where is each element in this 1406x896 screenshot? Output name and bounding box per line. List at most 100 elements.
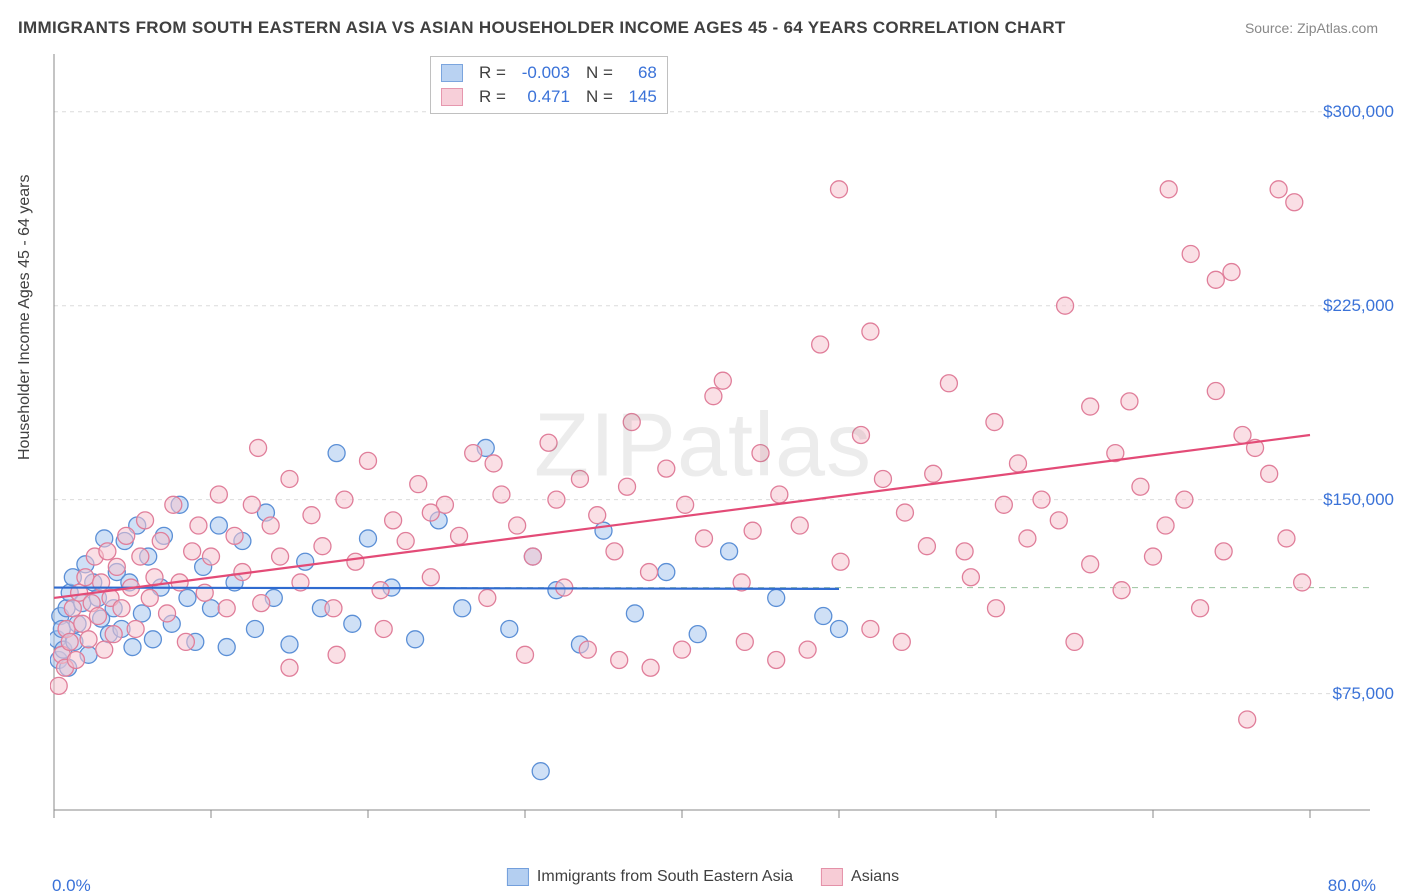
data-point bbox=[184, 543, 201, 560]
data-point bbox=[852, 427, 869, 444]
data-point bbox=[485, 455, 502, 472]
data-point bbox=[272, 548, 289, 565]
data-point bbox=[159, 605, 176, 622]
data-point bbox=[328, 445, 345, 462]
data-point bbox=[360, 452, 377, 469]
data-point bbox=[375, 620, 392, 637]
data-point bbox=[360, 530, 377, 547]
data-point bbox=[124, 639, 141, 656]
data-point bbox=[1009, 455, 1026, 472]
data-point bbox=[1157, 517, 1174, 534]
data-point bbox=[67, 652, 84, 669]
trend-line bbox=[54, 435, 1310, 598]
data-point bbox=[918, 538, 935, 555]
data-point bbox=[832, 553, 849, 570]
data-point bbox=[1057, 297, 1074, 314]
data-point bbox=[314, 538, 331, 555]
data-point bbox=[831, 181, 848, 198]
data-point bbox=[689, 626, 706, 643]
data-point bbox=[1270, 181, 1287, 198]
data-point bbox=[385, 512, 402, 529]
data-point bbox=[347, 553, 364, 570]
data-point bbox=[874, 470, 891, 487]
data-point bbox=[105, 626, 122, 643]
data-point bbox=[548, 491, 565, 508]
data-point bbox=[177, 633, 194, 650]
data-point bbox=[940, 375, 957, 392]
data-point bbox=[64, 600, 81, 617]
data-point bbox=[862, 323, 879, 340]
data-point bbox=[1050, 512, 1067, 529]
data-point bbox=[1082, 556, 1099, 573]
data-point bbox=[677, 496, 694, 513]
data-point bbox=[752, 445, 769, 462]
legend-row: R =-0.003N =68 bbox=[441, 61, 657, 85]
data-point bbox=[422, 504, 439, 521]
data-point bbox=[1019, 530, 1036, 547]
data-point bbox=[988, 600, 1005, 617]
data-point bbox=[336, 491, 353, 508]
data-point bbox=[721, 543, 738, 560]
data-point bbox=[325, 600, 342, 617]
data-point bbox=[658, 460, 675, 477]
data-point bbox=[540, 434, 557, 451]
data-point bbox=[243, 496, 260, 513]
series-legend: Immigrants from South Eastern AsiaAsians bbox=[507, 868, 899, 886]
data-point bbox=[165, 496, 182, 513]
data-point bbox=[281, 470, 298, 487]
correlation-legend: R =-0.003N =68R =0.471N =145 bbox=[430, 56, 668, 114]
data-point bbox=[532, 763, 549, 780]
data-point bbox=[524, 548, 541, 565]
data-point bbox=[623, 414, 640, 431]
data-point bbox=[812, 336, 829, 353]
data-point bbox=[397, 533, 414, 550]
data-point bbox=[695, 530, 712, 547]
legend-swatch bbox=[821, 868, 843, 886]
data-point bbox=[642, 659, 659, 676]
data-point bbox=[705, 388, 722, 405]
data-point bbox=[1082, 398, 1099, 415]
data-point bbox=[422, 569, 439, 586]
data-point bbox=[744, 522, 761, 539]
data-point bbox=[465, 445, 482, 462]
data-point bbox=[986, 414, 1003, 431]
data-point bbox=[493, 486, 510, 503]
data-point bbox=[1182, 245, 1199, 262]
data-point bbox=[815, 608, 832, 625]
data-point bbox=[344, 615, 361, 632]
data-point bbox=[372, 582, 389, 599]
y-tick-label: $225,000 bbox=[1323, 296, 1394, 316]
data-point bbox=[281, 659, 298, 676]
data-point bbox=[509, 517, 526, 534]
r-label: R = bbox=[479, 85, 506, 109]
data-point bbox=[1278, 530, 1295, 547]
data-point bbox=[80, 631, 97, 648]
data-point bbox=[179, 589, 196, 606]
y-axis-label: Householder Income Ages 45 - 64 years bbox=[16, 175, 34, 461]
data-point bbox=[96, 641, 113, 658]
legend-swatch bbox=[441, 64, 463, 82]
data-point bbox=[479, 589, 496, 606]
source-label: Source: ZipAtlas.com bbox=[1245, 20, 1378, 36]
data-point bbox=[250, 439, 267, 456]
legend-item: Asians bbox=[821, 868, 899, 886]
data-point bbox=[1223, 264, 1240, 281]
data-point bbox=[1207, 383, 1224, 400]
n-value: 145 bbox=[621, 85, 657, 109]
n-label: N = bbox=[586, 61, 613, 85]
data-point bbox=[303, 507, 320, 524]
data-point bbox=[1066, 633, 1083, 650]
r-value: 0.471 bbox=[514, 85, 570, 109]
r-label: R = bbox=[479, 61, 506, 85]
data-point bbox=[297, 553, 314, 570]
data-point bbox=[791, 517, 808, 534]
data-point bbox=[218, 639, 235, 656]
data-point bbox=[896, 504, 913, 521]
data-point bbox=[641, 564, 658, 581]
data-point bbox=[141, 589, 158, 606]
data-point bbox=[1145, 548, 1162, 565]
legend-swatch bbox=[507, 868, 529, 886]
data-point bbox=[226, 527, 243, 544]
n-value: 68 bbox=[621, 61, 657, 85]
data-point bbox=[108, 558, 125, 575]
